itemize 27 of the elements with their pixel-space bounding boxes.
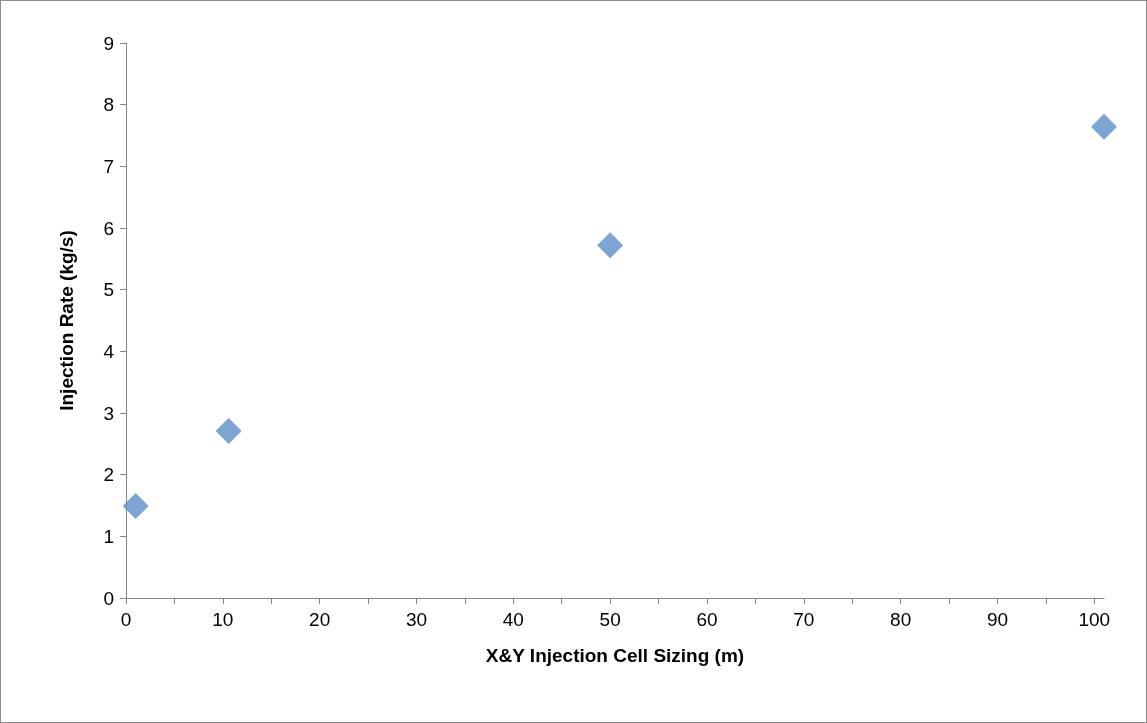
point [215, 417, 242, 444]
y-tick-label: 2 [103, 464, 114, 486]
x-tick-label: 70 [793, 609, 815, 630]
y-tick-label: 4 [103, 340, 115, 362]
point [597, 232, 624, 259]
x-tick-label: 100 [1078, 609, 1111, 630]
y-tick-label: 0 [103, 587, 114, 609]
x-tick-label: 90 [986, 609, 1009, 630]
x-tick-label: 30 [405, 609, 428, 630]
x-tick-label: 0 [120, 609, 132, 630]
y-axis-title: Injection Rate (kg/s) [56, 230, 77, 411]
y-tick-label: 1 [103, 525, 114, 547]
x-tick-label: 60 [696, 609, 718, 630]
x-tick-label: 80 [890, 609, 912, 630]
y-tick-label: 8 [103, 94, 114, 116]
y-tick-label: 7 [103, 155, 114, 177]
y-tick-label: 9 [103, 32, 114, 54]
y-tick-label: 6 [103, 217, 114, 239]
x-tick-label: 40 [502, 609, 524, 630]
x-axis-title: X&Y Injection Cell Sizing (m) [485, 645, 745, 666]
x-tick-label: 50 [599, 609, 621, 630]
y-tick-label: 5 [103, 279, 114, 301]
x-tick-label: 20 [309, 609, 331, 630]
point [1091, 113, 1117, 140]
x-tick-label: 10 [212, 609, 234, 630]
y-tick-label: 3 [103, 402, 114, 424]
point [122, 493, 149, 520]
